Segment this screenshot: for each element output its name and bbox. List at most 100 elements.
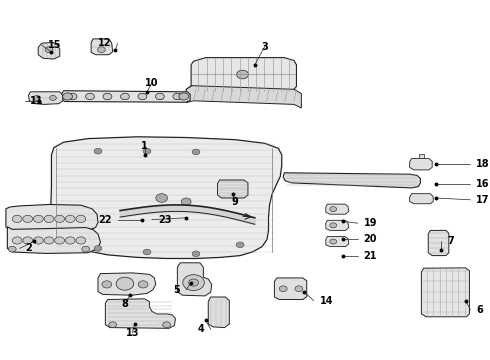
Text: 3: 3	[261, 42, 268, 52]
Polygon shape	[62, 91, 190, 102]
Circle shape	[55, 237, 65, 244]
Circle shape	[23, 215, 33, 222]
Circle shape	[109, 322, 117, 328]
Circle shape	[179, 93, 189, 100]
Text: 10: 10	[145, 78, 159, 88]
Circle shape	[23, 237, 33, 244]
Circle shape	[163, 322, 171, 328]
Circle shape	[65, 215, 75, 222]
Text: 16: 16	[476, 179, 490, 189]
Polygon shape	[191, 58, 296, 92]
FancyBboxPatch shape	[27, 209, 41, 214]
Circle shape	[138, 281, 148, 288]
FancyBboxPatch shape	[42, 209, 56, 214]
Circle shape	[33, 237, 43, 244]
Polygon shape	[98, 273, 156, 295]
Circle shape	[94, 246, 102, 251]
Circle shape	[181, 198, 191, 205]
Polygon shape	[186, 86, 301, 108]
Circle shape	[86, 93, 95, 100]
Circle shape	[76, 237, 86, 244]
Polygon shape	[326, 204, 349, 214]
Text: 5: 5	[173, 285, 180, 295]
Text: 13: 13	[125, 328, 139, 338]
Circle shape	[76, 215, 86, 222]
Circle shape	[98, 47, 105, 53]
Polygon shape	[28, 92, 63, 104]
FancyBboxPatch shape	[57, 209, 71, 214]
Circle shape	[173, 93, 182, 100]
Text: 11: 11	[30, 96, 44, 106]
Circle shape	[44, 215, 54, 222]
Polygon shape	[51, 137, 282, 258]
Polygon shape	[410, 194, 433, 204]
Circle shape	[143, 249, 151, 255]
Circle shape	[12, 215, 22, 222]
Circle shape	[103, 93, 112, 100]
Polygon shape	[6, 204, 98, 232]
Text: 18: 18	[476, 159, 490, 169]
Circle shape	[116, 277, 134, 290]
Circle shape	[189, 279, 198, 286]
Text: 8: 8	[122, 299, 128, 309]
Circle shape	[44, 237, 54, 244]
Polygon shape	[91, 39, 113, 55]
Circle shape	[183, 275, 204, 291]
Polygon shape	[186, 86, 192, 103]
Polygon shape	[419, 154, 424, 158]
Text: 17: 17	[476, 195, 490, 205]
Circle shape	[237, 70, 248, 79]
Text: 6: 6	[476, 305, 483, 315]
Circle shape	[155, 93, 164, 100]
Circle shape	[82, 246, 90, 252]
Circle shape	[45, 47, 53, 53]
Circle shape	[330, 239, 337, 244]
Polygon shape	[38, 42, 60, 59]
Circle shape	[63, 93, 73, 100]
Text: 7: 7	[447, 236, 454, 246]
Polygon shape	[177, 263, 212, 296]
Polygon shape	[326, 220, 349, 230]
Circle shape	[156, 194, 168, 202]
Text: 23: 23	[158, 215, 172, 225]
Circle shape	[330, 207, 337, 212]
Text: 4: 4	[198, 324, 205, 334]
Polygon shape	[326, 237, 349, 247]
Circle shape	[192, 251, 200, 257]
Polygon shape	[105, 299, 175, 328]
Circle shape	[143, 148, 151, 154]
Circle shape	[65, 237, 75, 244]
Circle shape	[12, 237, 22, 244]
Polygon shape	[218, 180, 248, 198]
Circle shape	[8, 246, 16, 252]
Circle shape	[236, 242, 244, 248]
Circle shape	[192, 149, 200, 155]
FancyBboxPatch shape	[13, 209, 26, 214]
Text: 20: 20	[364, 234, 377, 244]
Text: 2: 2	[25, 243, 32, 253]
Circle shape	[49, 95, 56, 100]
Polygon shape	[274, 278, 307, 300]
Circle shape	[102, 281, 112, 288]
Circle shape	[55, 215, 65, 222]
FancyBboxPatch shape	[72, 209, 85, 214]
Circle shape	[33, 95, 40, 100]
Circle shape	[33, 215, 43, 222]
Text: 1: 1	[141, 141, 148, 151]
Circle shape	[94, 148, 102, 154]
Polygon shape	[7, 227, 100, 253]
Circle shape	[330, 223, 337, 228]
Polygon shape	[208, 297, 229, 328]
Polygon shape	[283, 173, 420, 188]
Polygon shape	[421, 268, 469, 317]
Circle shape	[279, 286, 287, 292]
Circle shape	[295, 286, 303, 292]
Polygon shape	[410, 158, 432, 170]
Text: 22: 22	[98, 215, 112, 225]
Circle shape	[138, 93, 147, 100]
Polygon shape	[428, 230, 449, 256]
Text: 21: 21	[364, 251, 377, 261]
Circle shape	[68, 93, 77, 100]
Text: 14: 14	[319, 296, 333, 306]
Text: 15: 15	[48, 40, 61, 50]
